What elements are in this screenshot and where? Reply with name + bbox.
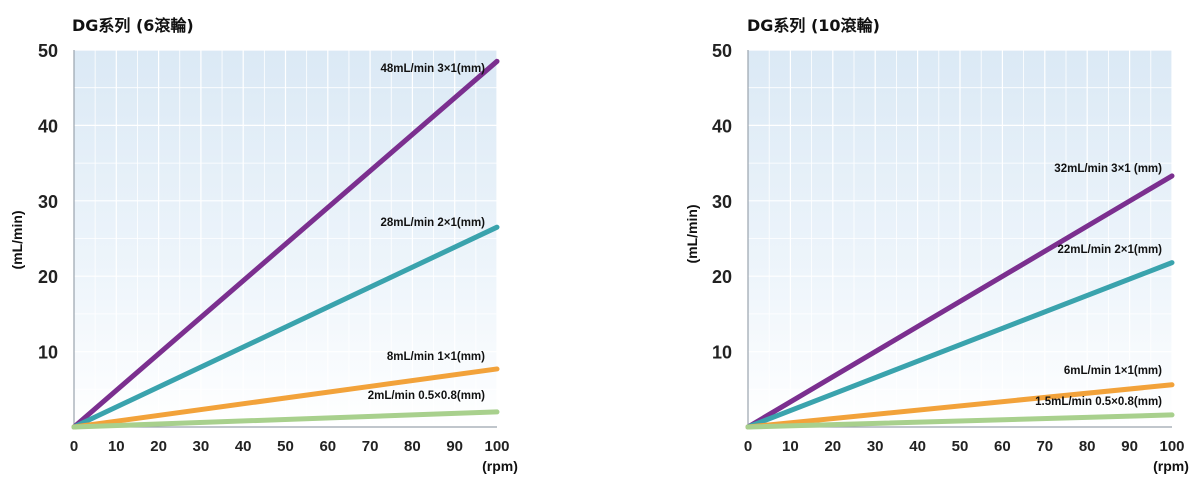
series-line xyxy=(745,382,1175,430)
series-label: 28mL/min 2×1(mm) xyxy=(381,217,486,229)
series-label: 22mL/min 2×1(mm) xyxy=(1058,244,1163,256)
x-tick-label: 60 xyxy=(994,438,1011,455)
chart-10-roller: 0 10 20 30 40 50 60 70 80 90 100 10 20 30 40 50 (mL/min)… xyxy=(684,41,1189,474)
y-tick-label: 50 xyxy=(38,41,58,61)
x-tick-label: 40 xyxy=(909,438,926,455)
y-tick-label: 50 xyxy=(712,41,732,61)
y-tick-label: 30 xyxy=(38,192,58,212)
series-label: 1.5mL/min 0.5×0.8(mm) xyxy=(1035,396,1162,408)
x-tick-label: 40 xyxy=(235,438,252,455)
x-tick-label: 80 xyxy=(404,438,421,455)
x-tick-label: 10 xyxy=(108,438,125,455)
y-tick-label: 30 xyxy=(712,192,732,212)
x-axis-label: (rpm) xyxy=(482,458,518,474)
x-axis-label: (rpm) xyxy=(1153,458,1189,474)
x-tick-label: 100 xyxy=(484,438,509,455)
series-line xyxy=(71,224,500,430)
series-line xyxy=(745,412,1175,430)
x-tick-label: 20 xyxy=(150,438,167,455)
x-tick-label: 60 xyxy=(319,438,336,455)
x-tick-label: 50 xyxy=(952,438,969,455)
x-tick-label: 30 xyxy=(193,438,210,455)
y-tick-label: 40 xyxy=(38,116,58,136)
x-tick-label: 90 xyxy=(1121,438,1138,455)
series-label: 2mL/min 0.5×0.8(mm) xyxy=(368,390,485,402)
chart-panel-10-roller: DG系列 (10滾輪) 0 10 20 30 40 50 60 70 80 90 100 10 20 30… xyxy=(600,0,1200,488)
y-axis-label: (mL/min) xyxy=(9,210,25,269)
series-label: 32mL/min 3×1 (mm) xyxy=(1054,163,1162,175)
y-tick-label: 20 xyxy=(38,267,58,287)
x-tick-label: 50 xyxy=(277,438,294,455)
x-tick-label: 90 xyxy=(446,438,463,455)
x-tick-label: 30 xyxy=(867,438,884,455)
series-line xyxy=(71,409,500,430)
grid xyxy=(748,49,1173,427)
series-line xyxy=(745,173,1175,430)
chart-title: DG系列 (6滾輪) xyxy=(72,16,194,35)
y-tick-label: 20 xyxy=(712,267,732,287)
x-tick-label: 80 xyxy=(1079,438,1096,455)
chart-6-roller: 0 10 20 30 40 50 60 70 80 90 100 10 20 30 40 50 (mL/min)… xyxy=(9,41,518,474)
x-tick-label: 20 xyxy=(824,438,841,455)
chart-panel-6-roller: DG系列 (6滾輪) 0 10 20 30 40 50 60 70 80 90 100 10 20 30 4… xyxy=(9,16,518,474)
series-label: 8mL/min 1×1(mm) xyxy=(387,351,485,363)
x-tick-label: 0 xyxy=(744,438,752,455)
x-tick-label: 100 xyxy=(1159,438,1184,455)
y-tick-label: 10 xyxy=(38,343,58,363)
grid xyxy=(74,49,498,427)
x-tick-label: 10 xyxy=(782,438,799,455)
chart-title: DG系列 (10滾輪) xyxy=(747,16,880,35)
y-axis-label: (mL/min) xyxy=(684,204,700,263)
x-tick-label: 70 xyxy=(1036,438,1053,455)
series-label: 6mL/min 1×1(mm) xyxy=(1064,365,1162,377)
series-line xyxy=(71,366,500,430)
series-line xyxy=(71,58,500,430)
series-line xyxy=(745,260,1175,430)
x-tick-label: 0 xyxy=(70,438,78,455)
series-label: 48mL/min 3×1(mm) xyxy=(381,63,486,75)
y-tick-label: 10 xyxy=(712,343,732,363)
x-tick-label: 70 xyxy=(362,438,379,455)
y-tick-label: 40 xyxy=(712,116,732,136)
